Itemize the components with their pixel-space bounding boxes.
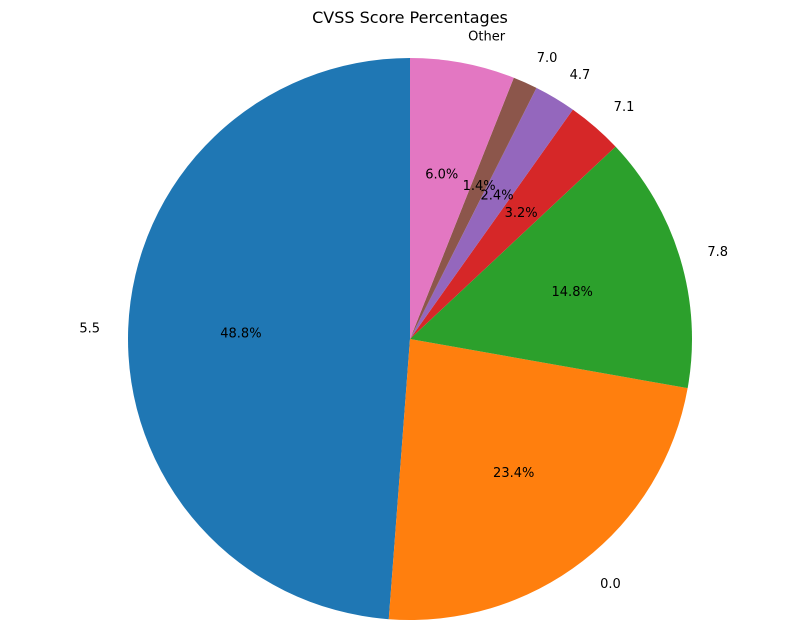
pie-slice-other: [410, 58, 514, 339]
percentage-labels: 48.8% 23.4% 14.8% 3.2% 2.4%1.4% 6.0%: [220, 167, 593, 481]
slice-labels: 5.5 0.0 7.8 7.1 4.7 7.0 Other: [79, 29, 728, 592]
slice-label: 7.8: [707, 245, 728, 260]
slice-label: 5.5: [79, 321, 100, 336]
slice-label: 4.7: [570, 68, 591, 83]
slice-percentage: 2.4%: [481, 188, 514, 203]
chart-title: CVSS Score Percentages: [312, 8, 508, 27]
slice-percentage: 1.4%: [463, 179, 496, 194]
pie-slices: [127, 58, 692, 621]
slice-percentage: 3.2%: [505, 206, 538, 221]
slice-percentage: 6.0%: [425, 167, 458, 182]
pie-slice-7-0: [410, 77, 537, 339]
slice-label: 7.1: [614, 100, 635, 115]
pie-slice-5-5: [127, 58, 411, 620]
pie-slice-7-1: [410, 109, 616, 339]
slice-percentage: 48.8%: [220, 327, 261, 342]
slice-percentage: 23.4%: [493, 466, 534, 481]
slice-label: 0.0: [600, 577, 621, 592]
pie-slice-0-0: [388, 339, 688, 621]
pie-slice-4-7: [410, 87, 573, 339]
slice-label: 7.0: [537, 51, 558, 66]
slice-percentage: 14.8%: [552, 285, 593, 300]
slice-label: Other: [468, 29, 506, 44]
pie-slice-7-8: [410, 146, 692, 389]
